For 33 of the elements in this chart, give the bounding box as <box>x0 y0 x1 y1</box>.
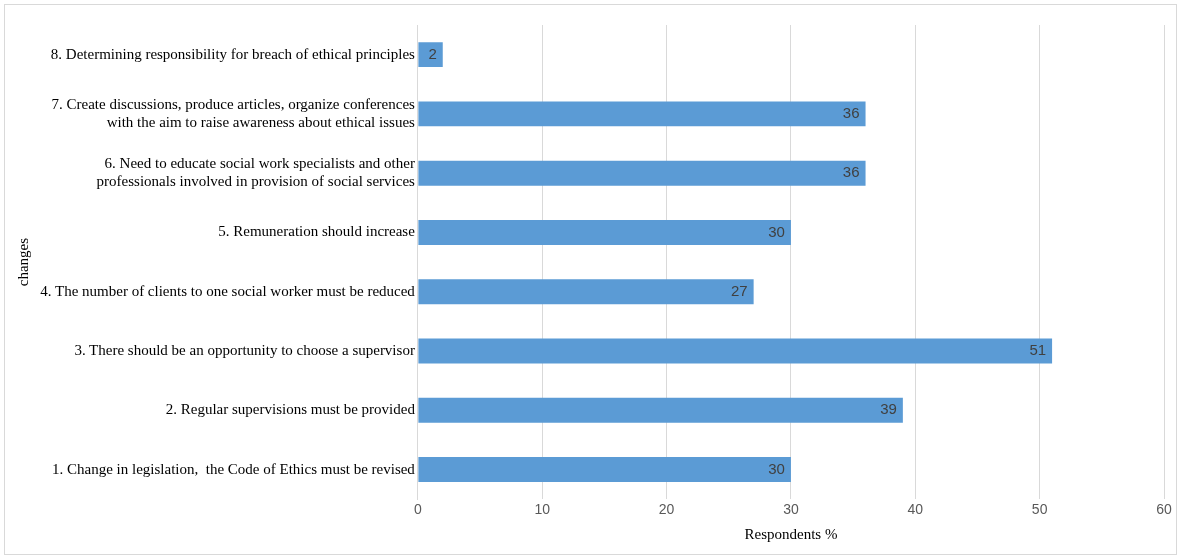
data-label: 30 <box>768 222 785 240</box>
bar <box>418 279 754 305</box>
data-label: 36 <box>842 104 860 122</box>
x-tick-label: 40 <box>907 501 924 518</box>
data-label: 51 <box>1029 341 1047 359</box>
y-tick-label: 2. Regular supervisions must be provided <box>165 401 416 418</box>
x-tick-label: 30 <box>783 501 799 518</box>
data-label: 36 <box>842 163 860 181</box>
bar <box>418 101 866 127</box>
y-tick-label: 7. Create discussions, produce articles, organize conferences with the aim to raise awareness about ethical issues <box>51 95 416 130</box>
x-tick-label: 20 <box>658 501 675 518</box>
bar <box>418 42 443 68</box>
y-tick-label: 5. Remuneration should increase <box>218 223 416 240</box>
bar <box>418 338 1053 364</box>
y-tick-label: 4. The number of clients to one social worker must be reduced <box>40 282 416 299</box>
bar <box>418 220 791 245</box>
y-tick-label: 1. Change in legislation, the Code of Ethics must be revised <box>52 460 416 477</box>
data-label: 2 <box>428 44 437 62</box>
y-axis-title: changes <box>14 237 31 287</box>
x-tick-label: 60 <box>1156 501 1172 518</box>
bar <box>418 160 866 186</box>
bar <box>418 397 903 423</box>
y-tick-label: 3. There should be an opportunity to choose a supervisor <box>74 341 415 358</box>
x-tick-label: 0 <box>413 501 422 518</box>
data-label: 30 <box>768 459 785 477</box>
y-tick-label: 6. Need to educate social work specialists and other professionals involved in provision of social services <box>96 155 416 190</box>
x-tick-label: 10 <box>534 501 551 518</box>
data-label: 39 <box>880 400 897 418</box>
data-label: 27 <box>730 281 748 299</box>
x-axis-title: Respondents % <box>744 525 838 542</box>
y-tick-label: 8. Determining responsibility for breach of ethical principles <box>50 45 416 62</box>
bar <box>418 457 791 483</box>
x-tick-label: 50 <box>1031 501 1048 518</box>
